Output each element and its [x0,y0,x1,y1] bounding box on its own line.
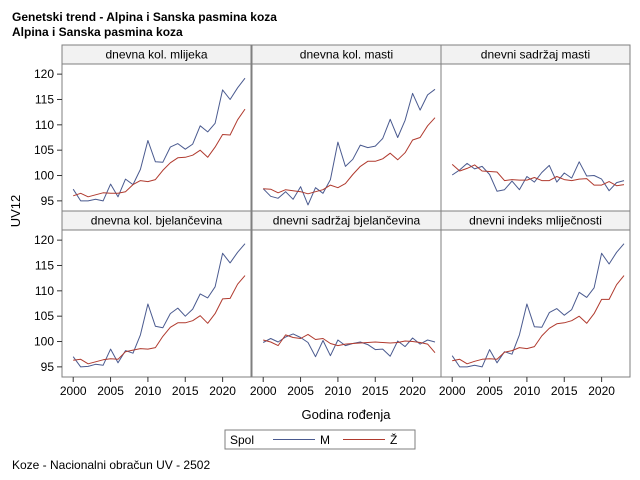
series-line-m-dnevna-kol-bjelancevina [72,243,246,368]
panel-plot-area-dnevna-kol-bjelancevina [61,229,252,378]
series-line-z-dnevni-sadrzaj-bjelancevina [263,333,436,354]
series-line-z-dnevna-kol-mlijeka [73,108,246,198]
y-tick-label-100-row2: 100 [34,335,54,349]
y-tick-label-95-row2: 95 [41,360,55,374]
series-line-m-dnevni-sadrzaj-masti [451,161,625,192]
panel-plot-area-dnevna-kol-masti [251,63,442,212]
legend-title: Spol [230,433,254,447]
panel-title-dnevna-kol-masti: dnevna kol. masti [300,48,393,62]
y-tick-label-105-row1: 105 [34,143,54,157]
y-tick-label-105-row2: 105 [34,309,54,323]
y-tick-label-115-row2: 115 [35,258,54,272]
panel-plot-area-dnevni-sadrzaj-bjelancevina [251,229,442,378]
x-tick-label-2015-col1: 2015 [172,384,199,398]
y-tick-label-100-row1: 100 [34,169,54,183]
x-tick-label-2005-col3: 2005 [476,384,503,398]
footnote: Koze - Nacionalni obračun UV - 2502 [12,458,211,472]
y-tick-label-120-row2: 120 [34,233,54,247]
x-axis-title: Godina rođenja [302,407,392,422]
panel-plot-area-dnevni-sadrzaj-masti [440,63,631,212]
outer-frame [61,44,631,378]
y-tick-label-110-row1: 110 [35,118,54,132]
panel-plot-area-dnevna-kol-mlijeka [61,63,252,212]
y-axis-title: UV12 [8,195,23,228]
legend-label-z: Ž [390,432,397,447]
series-line-m-dnevna-kol-mlijeka [72,77,246,202]
x-tick-label-2015-col3: 2015 [551,384,578,398]
x-tick-label-2000-col2: 2000 [250,384,277,398]
x-tick-label-2020-col2: 2020 [399,384,426,398]
x-tick-label-2020-col3: 2020 [588,384,615,398]
x-tick-label-2010-col1: 2010 [135,384,162,398]
legend-label-m: M [320,433,330,447]
panel-title-dnevna-kol-bjelancevina: dnevna kol. bjelančevina [91,214,223,228]
x-tick-label-2015-col2: 2015 [362,384,389,398]
x-tick-label-2005-col2: 2005 [287,384,314,398]
panel-title-dnevni-sadrzaj-masti: dnevni sadržaj masti [481,48,590,62]
y-tick-label-115-row1: 115 [35,92,54,106]
chart-subtitle: Alpina i Sanska pasmina koza [12,25,183,39]
series-line-z-dnevni-indeks-mlijecnosti [452,275,625,365]
panel-title-dnevna-kol-mlijeka: dnevna kol. mlijeka [105,48,207,62]
series-line-m-dnevni-indeks-mlijecnosti [451,243,625,368]
legend-box [224,429,416,450]
x-tick-label-2010-col3: 2010 [514,384,541,398]
panel-title-dnevni-indeks-mlijecnosti: dnevni indeks mliječnosti [469,214,602,228]
x-tick-label-2010-col2: 2010 [325,384,352,398]
y-tick-label-110-row2: 110 [35,284,54,298]
series-line-m-dnevna-kol-masti [262,88,436,206]
y-tick-label-95-row1: 95 [41,194,55,208]
series-line-z-dnevna-kol-masti [263,117,436,195]
x-tick-label-2000-col1: 2000 [60,384,87,398]
series-line-z-dnevni-sadrzaj-masti [451,164,625,187]
panel-title-dnevni-sadrzaj-bjelancevina: dnevni sadržaj bjelančevina [273,214,421,228]
x-tick-label-2020-col1: 2020 [209,384,236,398]
series-line-m-dnevni-sadrzaj-bjelancevina [262,333,436,358]
x-tick-label-2005-col1: 2005 [97,384,124,398]
chart-title: Genetski trend - Alpina i Sanska pasmina… [12,10,277,24]
y-tick-label-120-row1: 120 [34,67,54,81]
panel-plot-area-dnevni-indeks-mlijecnosti [440,229,631,378]
series-line-z-dnevna-kol-bjelancevina [73,275,246,365]
x-tick-label-2000-col3: 2000 [439,384,466,398]
